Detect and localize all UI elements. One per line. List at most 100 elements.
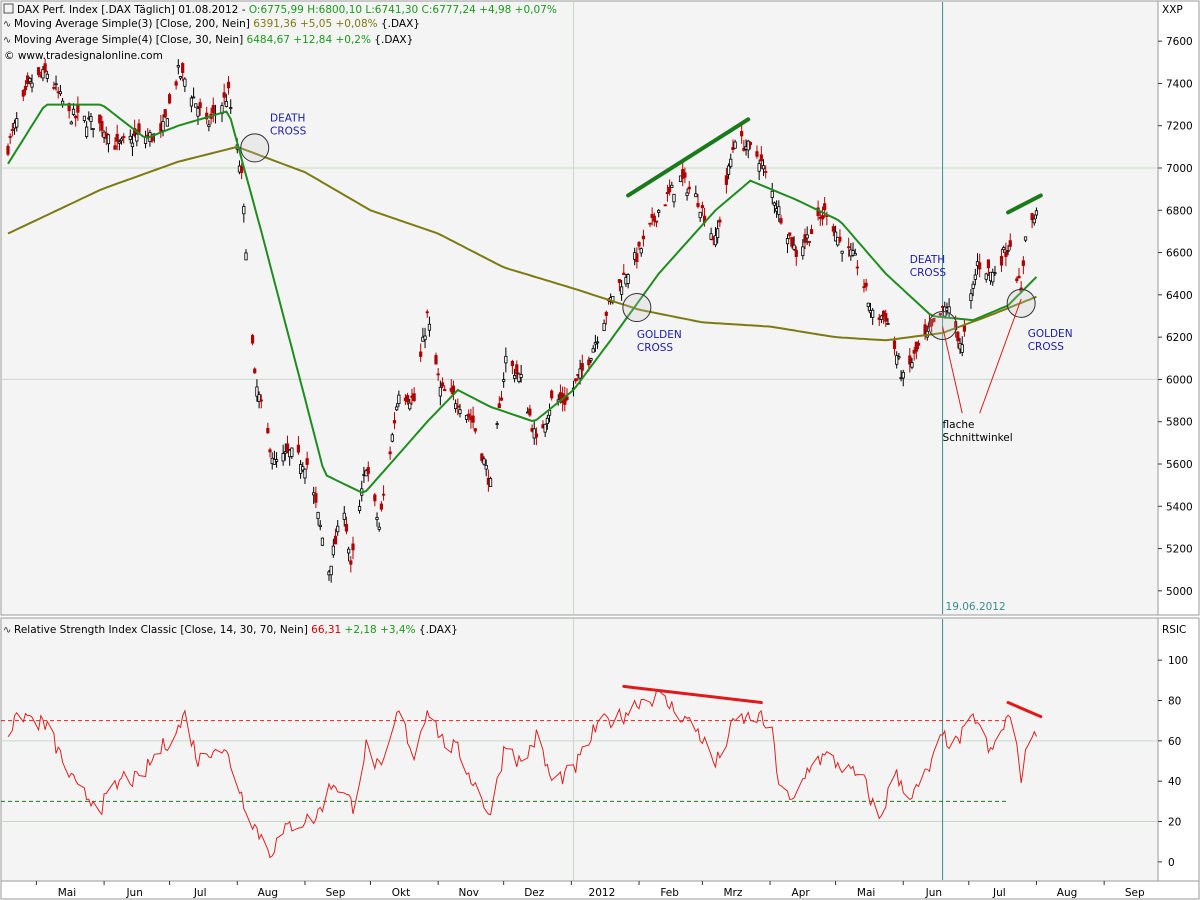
candle-body: [1034, 210, 1039, 216]
candle-body: [392, 420, 397, 424]
candle-body: [253, 368, 257, 374]
candle-body: [161, 121, 165, 132]
wave-icon: ∿: [3, 35, 11, 46]
candle-body: [855, 266, 860, 269]
candle-body: [15, 118, 19, 128]
candle-body: [698, 211, 702, 219]
candle-body: [381, 493, 386, 496]
candle-body: [82, 115, 87, 121]
candle-body: [122, 136, 126, 139]
candle-body: [331, 545, 335, 556]
candle-body: [595, 341, 600, 344]
candle-body: [718, 219, 722, 223]
candle-body: [908, 355, 912, 365]
ma30-legend-values: 6484,67 +12,84 +0,2%: [247, 34, 371, 46]
cross-marker-circle: [1006, 288, 1036, 318]
candle-body: [901, 371, 905, 379]
annotation-pointer-line: [979, 298, 1022, 414]
price-tick-label: 7000: [1166, 163, 1193, 175]
price-axis: 5000 5200 5400 5600 5800 6000 6200 6400 6600 6800…: [1158, 36, 1193, 598]
price-header: DAX Perf. Index [.DAX Täglich] 01.08.201…: [3, 3, 1183, 62]
candle-body: [757, 163, 761, 172]
rsi-tick-label: 60: [1168, 736, 1181, 748]
price-tick-label: 6000: [1166, 374, 1193, 386]
wave-icon: ∿: [3, 19, 11, 30]
candle-body: [174, 81, 178, 86]
candle-body: [480, 453, 484, 461]
date-tick-label: Nov: [458, 887, 479, 899]
candle-body: [329, 565, 333, 576]
candle-body: [847, 246, 851, 249]
candle-body: [993, 272, 997, 275]
candle-body: [729, 158, 733, 167]
candle-body: [502, 379, 506, 382]
vertical-marker-label: 19.06.2012: [946, 601, 1006, 613]
candle-body: [589, 358, 593, 361]
candle-body: [305, 458, 309, 465]
date-axis-area: [0, 880, 1200, 900]
candle-body: [281, 453, 285, 462]
ma200-legend-prefix: Moving Average Simple(3) [Close, 200, Ne…: [14, 18, 253, 30]
price-grid: 19.06.2012: [1, 2, 1158, 614]
candle-body: [189, 97, 194, 107]
candle-body: [163, 109, 167, 118]
candle-body: [443, 389, 447, 392]
candle-body: [314, 493, 318, 503]
candle-body: [467, 413, 471, 418]
date-tick-label: Sep: [1125, 887, 1145, 899]
rsi-trend-line: [1006, 701, 1043, 719]
annotation-golden2: GOLDEN CROSS: [1028, 328, 1073, 353]
candle-body: [425, 311, 429, 314]
annotation-pointer-line: [942, 326, 963, 414]
annotation-death1: DEATH CROSS: [270, 112, 307, 137]
candle-body: [390, 434, 394, 442]
candle-body: [532, 428, 536, 439]
candle-body: [602, 322, 606, 332]
candle-body: [726, 165, 731, 175]
candle-body: [1002, 247, 1006, 251]
annotation-line: CROSS: [270, 125, 307, 137]
candle-body: [41, 69, 45, 79]
candle-body: [21, 89, 25, 97]
candle-body: [344, 523, 349, 532]
price-ohlc-values: O:6775,99 H:6800,10 L:6741,30 C:6777,24 …: [249, 4, 557, 16]
rsi-legend-value: 66,31: [311, 624, 341, 636]
date-tick-label: Jun: [125, 887, 142, 899]
candle-body: [336, 525, 340, 533]
candle-body: [969, 293, 973, 302]
candle-body: [761, 165, 766, 170]
date-tick-label: Apr: [792, 887, 811, 899]
candle-body: [296, 444, 301, 453]
candle-body: [820, 215, 825, 220]
annotation-flache: flache Schnittwinkel: [943, 419, 1013, 444]
date-tick-label: Sep: [326, 887, 346, 899]
candle-body: [266, 427, 270, 434]
candle-body: [198, 102, 202, 109]
candle-body: [678, 175, 683, 183]
candle-body: [648, 222, 652, 225]
candle-body: [45, 73, 49, 79]
candle-body: [1032, 218, 1036, 224]
date-tick-label: Mai: [58, 887, 76, 899]
price-tick-label: 6800: [1166, 205, 1193, 217]
candle-body: [740, 131, 744, 137]
candle-body: [183, 78, 187, 87]
candle-body: [28, 78, 32, 83]
candle-body: [657, 210, 661, 213]
candle-body: [788, 232, 792, 236]
candle-body: [438, 386, 442, 397]
candle-body: [801, 246, 805, 257]
candle-body: [626, 274, 630, 284]
candle-body: [240, 166, 244, 174]
candle-body: [471, 415, 475, 423]
candle-body: [838, 236, 842, 242]
candle-body: [272, 458, 276, 465]
candle-body: [694, 193, 698, 198]
candle-body: [862, 286, 866, 289]
date-tick-label: Okt: [392, 887, 410, 899]
date-tick-label: Jun: [925, 887, 942, 899]
price-tick-label: 5400: [1166, 501, 1193, 513]
candle-body: [10, 129, 14, 131]
annotation-line: Schnittwinkel: [943, 432, 1013, 444]
candle-body: [1030, 213, 1034, 221]
